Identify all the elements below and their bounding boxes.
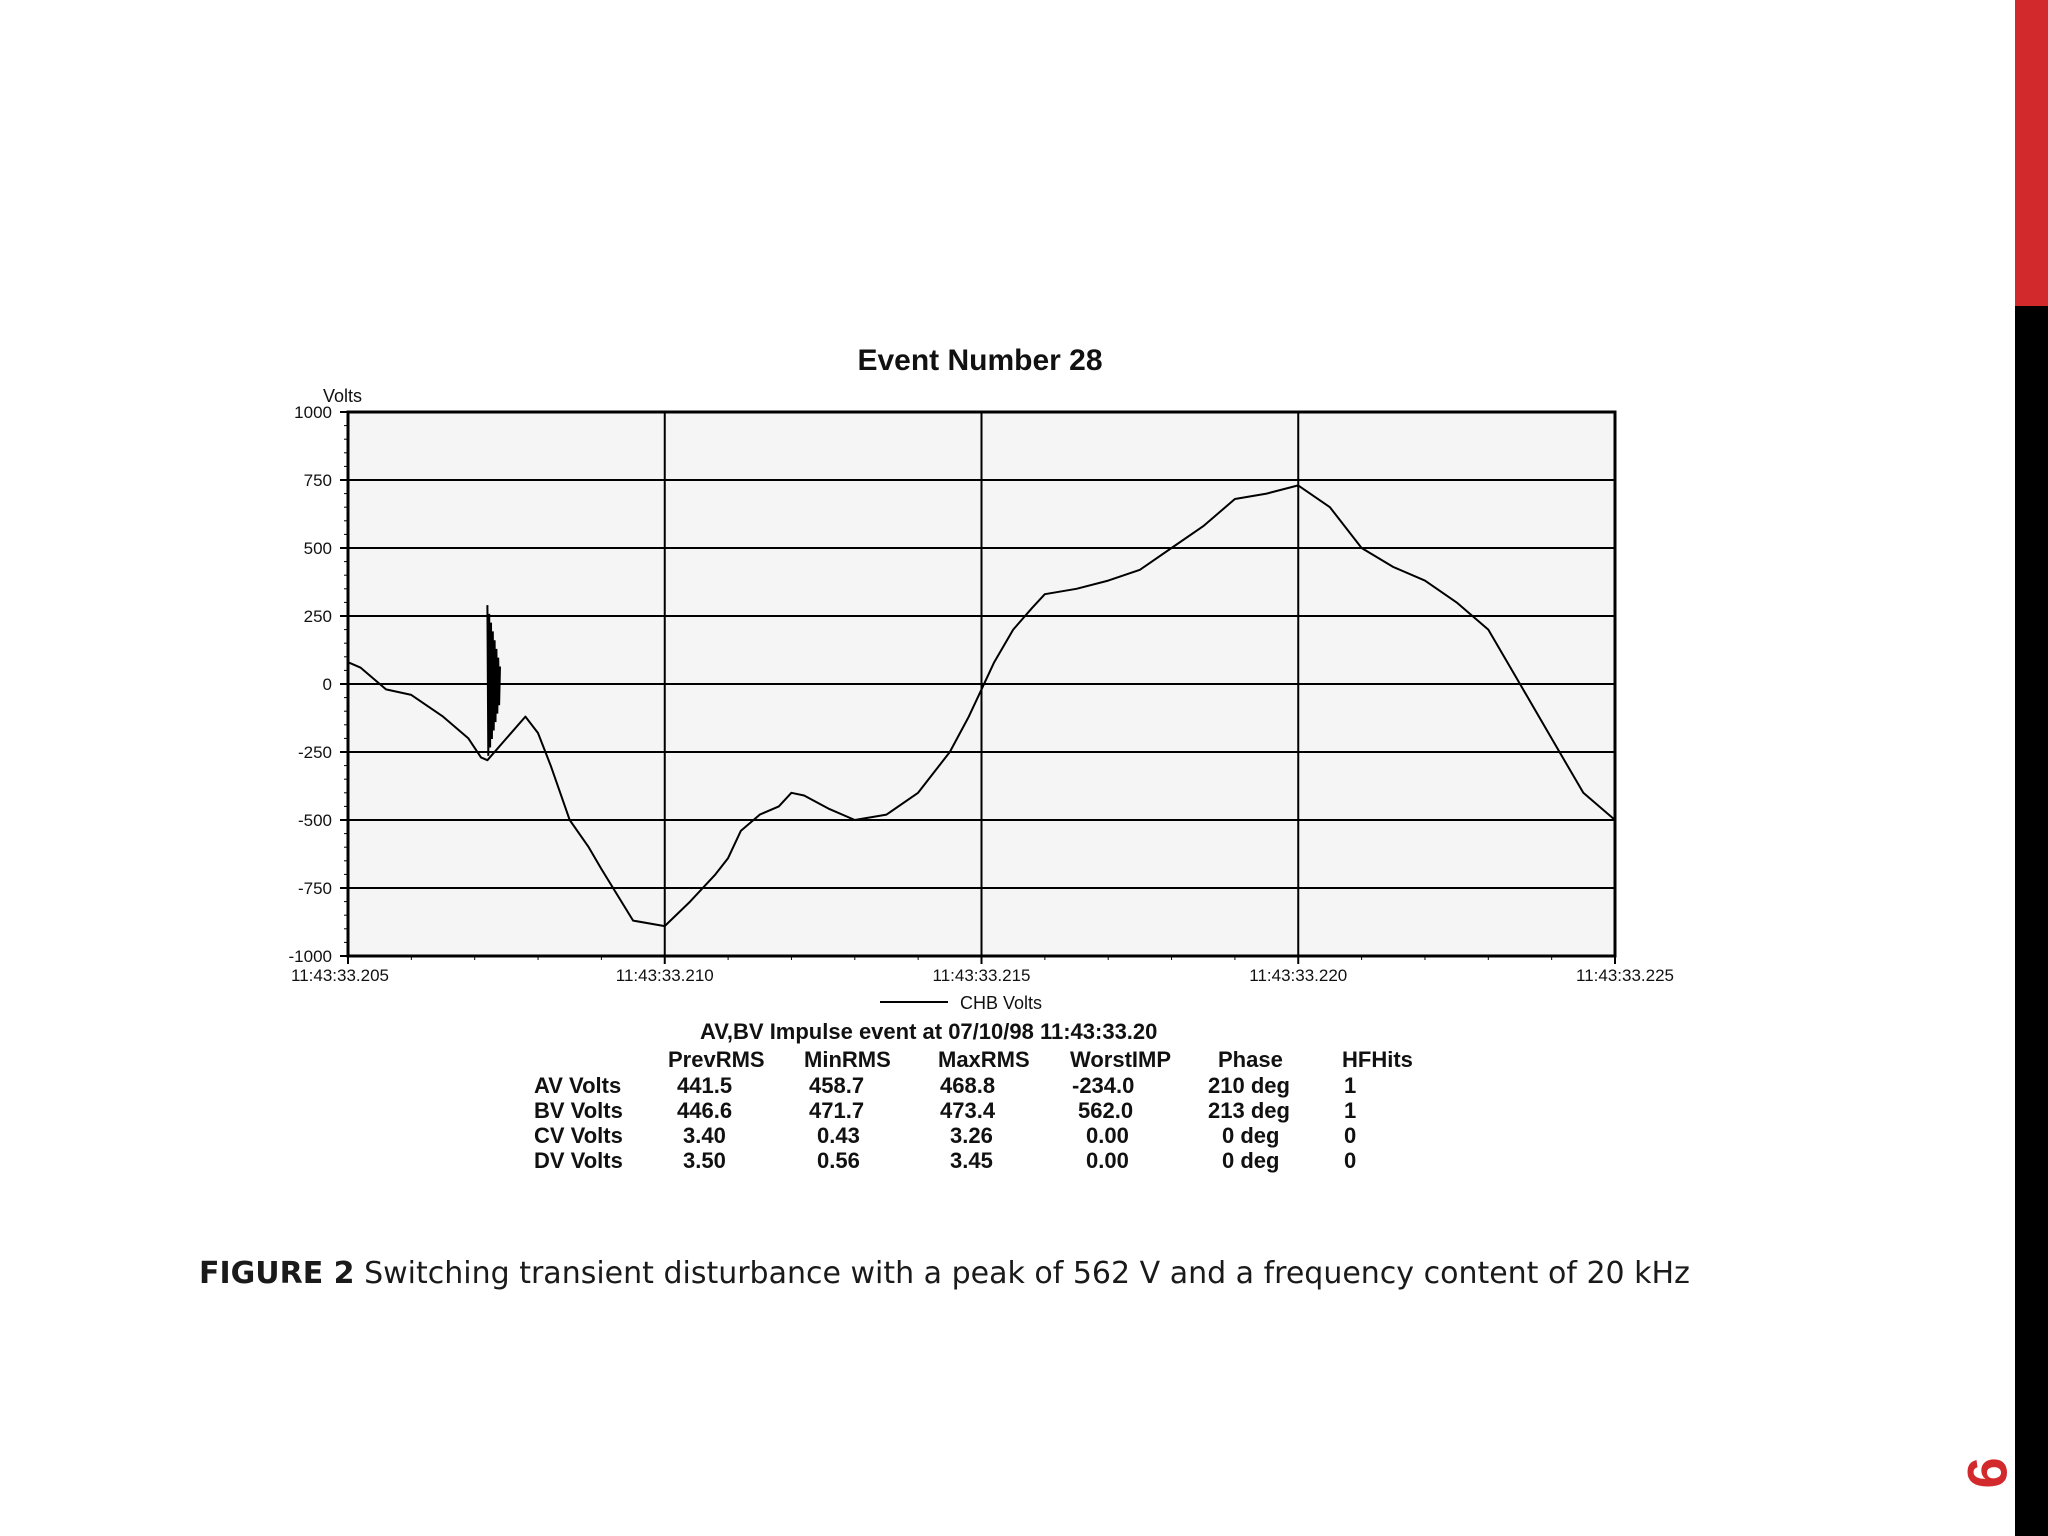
- y-tick-label: -500: [298, 811, 332, 830]
- cell: 0.00: [1086, 1123, 1129, 1148]
- row-label: BV Volts: [534, 1098, 623, 1123]
- col-header-phase: Phase: [1218, 1047, 1283, 1072]
- cell: 1: [1344, 1073, 1357, 1098]
- figure-caption-label: FIGURE 2: [199, 1256, 355, 1291]
- sidebar-accent-red: [2015, 0, 2048, 306]
- figure-caption: FIGURE 2 Switching transient disturbance…: [199, 1256, 1899, 1291]
- figure-caption-text: Switching transient disturbance with a p…: [354, 1256, 1690, 1291]
- axis-ticks: [340, 411, 1616, 964]
- y-tick-label: 500: [304, 539, 332, 558]
- cell: 3.50: [683, 1148, 726, 1173]
- table-row: CV Volts 3.40 0.43 3.26 0.00 0 deg 0: [520, 1123, 1480, 1149]
- table-row: BV Volts 446.6 471.7 473.4 562.0 213 deg…: [520, 1098, 1480, 1124]
- cell: 473.4: [940, 1098, 996, 1123]
- cell: 458.7: [809, 1073, 865, 1098]
- col-header-hfhits: HFHits: [1342, 1047, 1413, 1072]
- transient-burst: [486, 605, 501, 756]
- cell: 468.8: [940, 1073, 996, 1098]
- x-tick-label: 11:43:33.210: [616, 966, 714, 985]
- cell: 0 deg: [1222, 1148, 1280, 1173]
- cell: 3.40: [683, 1123, 726, 1148]
- y-tick-label: -250: [298, 743, 332, 762]
- cell: 210 deg: [1208, 1073, 1290, 1098]
- cell: 446.6: [677, 1098, 733, 1123]
- cell: 562.0: [1078, 1098, 1134, 1123]
- impulse-summary-title: AV,BV Impulse event at 07/10/98 11:43:33…: [700, 1019, 1158, 1044]
- legend-label: CHB Volts: [960, 993, 1042, 1013]
- cell: 0.56: [817, 1148, 860, 1173]
- y-tick-label: 0: [323, 675, 332, 694]
- col-header-prevrms: PrevRMS: [668, 1047, 765, 1072]
- x-tick-label: 11:43:33.205: [291, 966, 389, 985]
- row-label: DV Volts: [534, 1148, 623, 1173]
- x-tick-label: 11:43:33.225: [1576, 966, 1674, 985]
- y-axis-label: Volts: [323, 386, 362, 406]
- cell: 1: [1344, 1098, 1357, 1123]
- row-label: AV Volts: [534, 1073, 622, 1098]
- cell: 0: [1344, 1123, 1357, 1148]
- y-tick-label: 250: [304, 607, 332, 626]
- y-tick-label: 1000: [294, 403, 332, 422]
- legend: CHB Volts: [880, 993, 1042, 1013]
- grid-lines: [348, 412, 1615, 956]
- col-header-maxrms: MaxRMS: [938, 1047, 1030, 1072]
- cell: 0.00: [1086, 1148, 1129, 1173]
- cell: 0 deg: [1222, 1123, 1280, 1148]
- page-number: 9: [1956, 1457, 2019, 1489]
- cell: -234.0: [1072, 1073, 1135, 1098]
- cell: 3.45: [950, 1148, 993, 1173]
- col-header-minrms: MinRMS: [804, 1047, 891, 1072]
- col-header-worstimp: WorstIMP: [1070, 1047, 1172, 1072]
- cell: 471.7: [809, 1098, 865, 1123]
- cell: 0: [1344, 1148, 1357, 1173]
- x-tick-label: 11:43:33.220: [1249, 966, 1347, 985]
- cell: 0.43: [817, 1123, 860, 1148]
- tick-labels: 10007505002500-250-500-750-100011:43:33.…: [289, 403, 1674, 985]
- sidebar-accent-black: [2015, 306, 2048, 1536]
- cell: 441.5: [677, 1073, 733, 1098]
- cell: 213 deg: [1208, 1098, 1290, 1123]
- cell: 3.26: [950, 1123, 993, 1148]
- y-tick-label: 750: [304, 471, 332, 490]
- chart-title: Event Number 28: [857, 344, 1102, 377]
- table-row: DV Volts 3.50 0.56 3.45 0.00 0 deg 0: [520, 1148, 1480, 1174]
- y-tick-label: -750: [298, 879, 332, 898]
- row-label: CV Volts: [534, 1123, 623, 1148]
- series-line-chb-volts: [347, 484, 1616, 928]
- x-tick-label: 11:43:33.215: [933, 966, 1031, 985]
- y-tick-label: -1000: [289, 947, 332, 966]
- series-layer: [347, 484, 1616, 928]
- table-row: AV Volts 441.5 458.7 468.8 -234.0 210 de…: [520, 1073, 1480, 1099]
- summary-header-row: PrevRMS MinRMS MaxRMS WorstIMP Phase HFH…: [520, 1047, 1480, 1073]
